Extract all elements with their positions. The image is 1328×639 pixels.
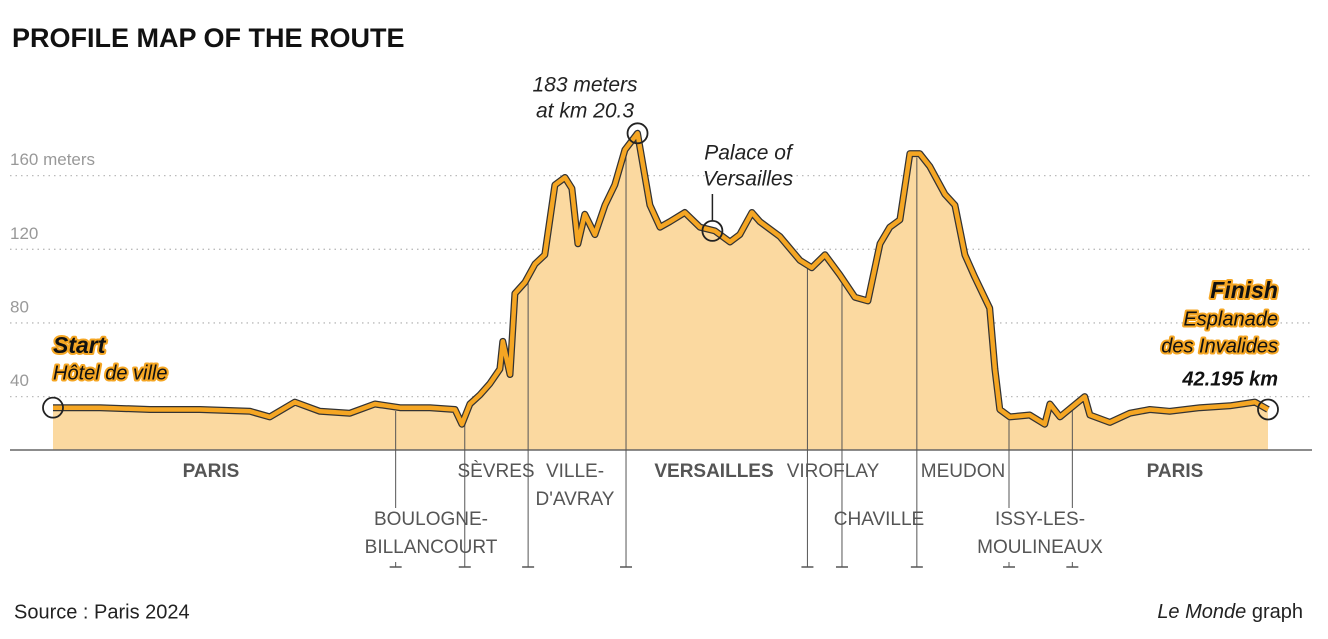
start-title: Start [53,332,107,358]
area [53,133,1268,451]
source: Source : Paris 2024 [14,601,190,623]
place-label: VERSAILLES [654,461,773,482]
profile-line [53,131,1270,427]
credit-text: graph [1252,601,1303,623]
y-tick-label: 40 [10,371,29,390]
place-label: D'AVRAY [536,489,615,510]
y-tick-label: 120 [10,224,38,243]
place-label: MOULINEAUX [977,537,1103,558]
finish-place: Esplanade [1183,308,1278,330]
palace-label: Versailles [703,168,794,191]
chart-title: PROFILE MAP OF THE ROUTE [12,23,405,53]
y-tick-label: 160 meters [10,150,95,169]
place-label: PARIS [1147,461,1204,482]
start-marker [42,396,64,419]
palace-label: Palace of [704,142,794,165]
y-tick-label: 80 [10,297,29,316]
finish-title: Finish [1210,277,1278,303]
place-label: BILLANCOURT [365,537,498,558]
credit: Le Monde graph [1157,601,1303,623]
place-label: CHAVILLE [834,509,924,530]
peak-label: 183 meters [532,74,638,97]
finish-place: des Invalides [1161,335,1278,357]
place-label: VILLE- [546,461,604,482]
place-label: VIROFLAY [787,461,880,482]
place-label: MEUDON [921,461,1005,482]
place-label: ISSY-LES- [995,509,1085,530]
place-label: SÈVRES [457,461,534,482]
place-label: PARIS [183,461,240,482]
start-place: Hôtel de ville [53,362,168,384]
place-label: BOULOGNE- [374,509,488,530]
finish-marker [1257,398,1279,421]
peak-label: at km 20.3 [536,100,634,123]
peak-marker [626,122,649,145]
finish-distance: 42.195 km [1181,368,1278,390]
credit-brand: Le Monde [1157,601,1246,623]
